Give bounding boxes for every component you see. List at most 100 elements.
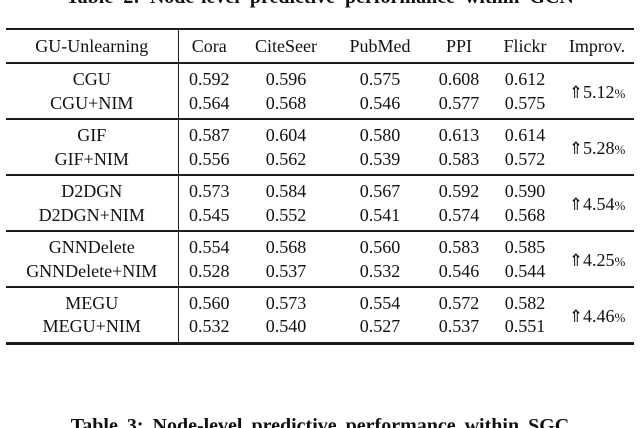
method-name: CGU+NIM xyxy=(6,91,179,119)
method-name: GNNDelete+NIM xyxy=(6,259,179,287)
table-header-row: GU-Unlearning Cora CiteSeer PubMed PPI F… xyxy=(6,29,634,63)
metric-value: 0.528 xyxy=(189,260,230,281)
percent-sign: % xyxy=(614,309,626,325)
metric-value: 0.541 xyxy=(359,204,401,225)
table-caption-above-clipped: Table 2: Node-level predictive performan… xyxy=(0,0,640,9)
method-name: GNNDelete xyxy=(6,231,179,259)
results-table: GU-Unlearning Cora CiteSeer PubMed PPI F… xyxy=(6,28,634,345)
metric-value: 0.608 xyxy=(438,68,480,89)
method-name: CGU xyxy=(6,63,179,91)
improvement-value: 4.46 xyxy=(582,305,615,326)
table-row: MEGU 0.560 0.573 0.554 0.572 0.582 ⇑4.46… xyxy=(6,287,634,327)
column-header-gu-unlearning: GU-Unlearning xyxy=(6,29,179,63)
method-group-gif: GIF 0.587 0.604 0.580 0.613 0.614 ⇑5.28%… xyxy=(6,119,634,175)
improvement-value: 5.28 xyxy=(582,138,615,158)
double-up-arrow-icon: ⇑ xyxy=(568,251,583,271)
metric-value: 0.568 xyxy=(265,92,307,113)
method-name: D2DGN+NIM xyxy=(6,203,179,231)
metric-value: 0.580 xyxy=(359,124,401,145)
metric-value: 0.573 xyxy=(265,292,307,313)
column-header-citeseer: CiteSeer xyxy=(255,35,317,56)
metric-value: 0.572 xyxy=(504,148,546,169)
improvement-cell: ⇑4.46% xyxy=(560,287,634,343)
metric-value: 0.554 xyxy=(359,292,401,313)
metric-value: 0.546 xyxy=(438,260,480,281)
improvement-cell: ⇑5.28% xyxy=(560,119,634,175)
metric-value: 0.585 xyxy=(504,236,546,257)
metric-value: 0.544 xyxy=(504,260,546,281)
percent-sign: % xyxy=(614,86,626,101)
metric-value: 0.552 xyxy=(265,204,307,225)
metric-value: 0.537 xyxy=(265,260,307,281)
percent-sign: % xyxy=(614,198,626,213)
table-row: GIF+NIM 0.556 0.562 0.539 0.583 0.572 xyxy=(6,147,634,175)
percent-sign: % xyxy=(614,142,626,157)
metric-value: 0.527 xyxy=(359,316,401,337)
method-group-cgu: CGU 0.592 0.596 0.575 0.608 0.612 ⇑5.12%… xyxy=(6,63,634,119)
double-up-arrow-icon: ⇑ xyxy=(568,306,583,327)
column-header-improv: Improv. xyxy=(568,35,626,56)
improvement-cell: ⇑5.12% xyxy=(560,63,634,119)
improvement-cell: ⇑4.54% xyxy=(560,175,634,231)
metric-value: 0.545 xyxy=(189,204,230,225)
method-name: GIF+NIM xyxy=(6,147,179,175)
metric-value: 0.575 xyxy=(504,92,546,113)
improvement-cell: ⇑4.25% xyxy=(560,231,634,287)
metric-value: 0.562 xyxy=(265,148,307,169)
metric-value: 0.556 xyxy=(189,148,230,169)
metric-value: 0.546 xyxy=(359,92,401,113)
metric-value: 0.572 xyxy=(438,292,480,313)
metric-value: 0.592 xyxy=(438,180,480,201)
table-row: GNNDelete 0.554 0.568 0.560 0.583 0.585 … xyxy=(6,231,634,271)
table-row: CGU 0.592 0.596 0.575 0.608 0.612 ⇑5.12% xyxy=(6,63,634,103)
metric-value: 0.587 xyxy=(189,124,230,145)
method-group-d2dgn: D2DGN 0.573 0.584 0.567 0.592 0.590 ⇑4.5… xyxy=(6,175,634,231)
metric-value: 0.568 xyxy=(265,236,307,257)
metric-value: 0.532 xyxy=(189,316,230,337)
metric-value: 0.592 xyxy=(189,68,230,89)
method-name: D2DGN xyxy=(6,175,179,203)
next-table-caption-text: Table 3: Node-level predictive performan… xyxy=(70,415,570,428)
improvement-value: 4.25 xyxy=(582,250,615,270)
column-header-flickr: Flickr xyxy=(503,35,547,56)
method-name: MEGU xyxy=(6,287,179,315)
method-name: MEGU+NIM xyxy=(6,315,179,343)
table-caption-above-text: Table 2: Node-level predictive performan… xyxy=(0,0,640,8)
metric-value: 0.612 xyxy=(504,68,546,89)
metric-value: 0.540 xyxy=(265,316,307,337)
metric-value: 0.575 xyxy=(359,68,401,89)
metric-value: 0.564 xyxy=(189,92,230,113)
metric-value: 0.560 xyxy=(359,236,401,257)
metric-value: 0.551 xyxy=(504,316,546,337)
metric-value: 0.554 xyxy=(189,236,230,257)
metric-value: 0.584 xyxy=(265,180,307,201)
method-group-megu: MEGU 0.560 0.573 0.554 0.572 0.582 ⇑4.46… xyxy=(6,287,634,343)
method-name: GIF xyxy=(6,119,179,147)
metric-value: 0.596 xyxy=(265,68,307,89)
metric-value: 0.537 xyxy=(438,316,480,337)
metric-value: 0.568 xyxy=(504,204,546,225)
metric-value: 0.583 xyxy=(438,236,480,257)
column-header-ppi: PPI xyxy=(445,35,472,56)
table-row: D2DGN 0.573 0.584 0.567 0.592 0.590 ⇑4.5… xyxy=(6,175,634,215)
metric-value: 0.582 xyxy=(504,292,546,313)
percent-sign: % xyxy=(614,254,626,269)
double-up-arrow-icon: ⇑ xyxy=(568,195,583,215)
column-header-cora: Cora xyxy=(191,35,227,56)
metric-value: 0.560 xyxy=(189,292,230,313)
improvement-value: 5.12 xyxy=(582,82,615,102)
next-table-caption-clipped: Table 3: Node-level predictive performan… xyxy=(0,415,640,428)
metric-value: 0.604 xyxy=(265,124,307,145)
table-row: GIF 0.587 0.604 0.580 0.613 0.614 ⇑5.28% xyxy=(6,119,634,159)
table-row: CGU+NIM 0.564 0.568 0.546 0.577 0.575 xyxy=(6,91,634,119)
metric-value: 0.577 xyxy=(438,92,480,113)
table-row: GNNDelete+NIM 0.528 0.537 0.532 0.546 0.… xyxy=(6,259,634,287)
metric-value: 0.573 xyxy=(189,180,230,201)
metric-value: 0.613 xyxy=(438,124,480,145)
method-group-gnndelete: GNNDelete 0.554 0.568 0.560 0.583 0.585 … xyxy=(6,231,634,287)
metric-value: 0.574 xyxy=(438,204,480,225)
double-up-arrow-icon: ⇑ xyxy=(568,139,583,159)
metric-value: 0.614 xyxy=(504,124,546,145)
metric-value: 0.567 xyxy=(359,180,401,201)
metric-value: 0.590 xyxy=(504,180,546,201)
